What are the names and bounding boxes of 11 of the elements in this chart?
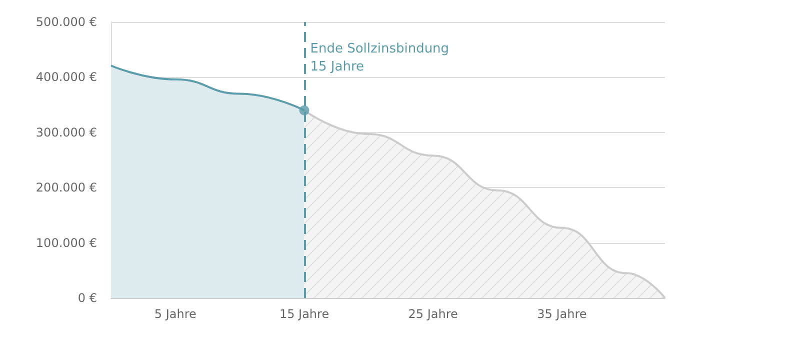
- x-tick-label: 35 Jahre: [537, 307, 587, 321]
- y-tick-label: 0 €: [78, 291, 97, 305]
- y-tick-label: 200.000 €: [36, 180, 97, 195]
- x-tick-label: 5 Jahre: [154, 307, 196, 321]
- ref-line-label: Ende Sollzinsbindung 15 Jahre: [310, 42, 450, 74]
- y-tick-label: 100.000 €: [36, 236, 97, 250]
- y-tick-label: 300.000 €: [36, 125, 97, 140]
- x-tick-label: 25 Jahre: [408, 307, 458, 321]
- y-tick-label: 400.000 €: [36, 70, 97, 84]
- x-tick-label: 15 Jahre: [279, 307, 330, 321]
- y-tick-label: 500.000 €: [36, 15, 97, 29]
